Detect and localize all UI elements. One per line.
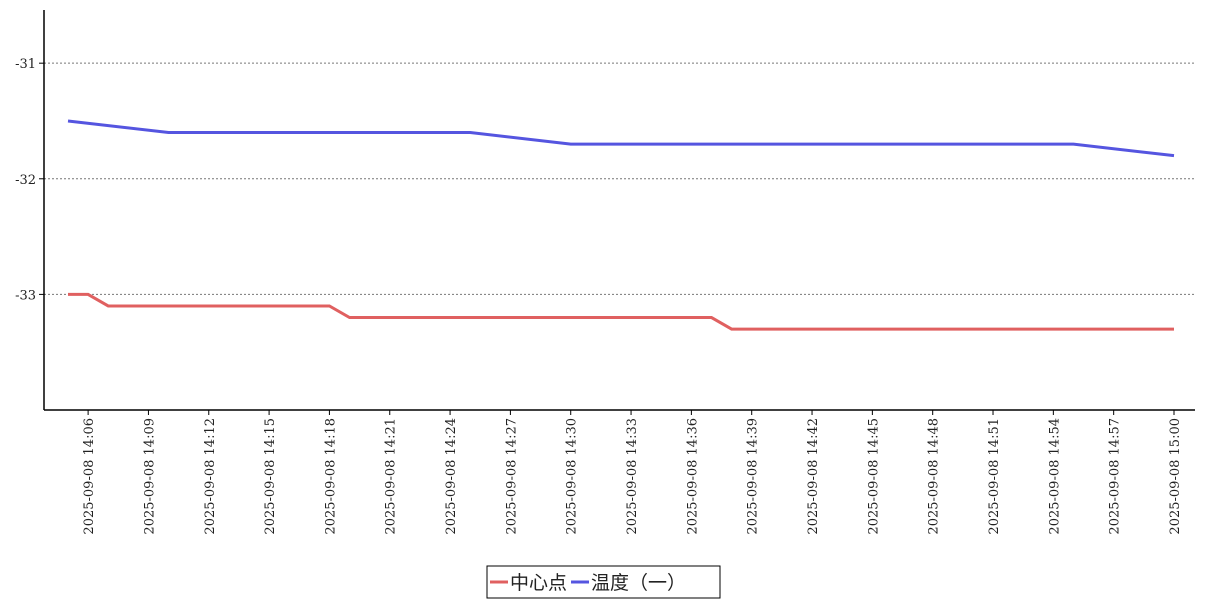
x-tick-label: 2025-09-08 14:51 bbox=[987, 418, 1002, 535]
y-tick-label: -31 bbox=[15, 57, 36, 72]
x-tick-label: 2025-09-08 14:12 bbox=[203, 418, 218, 535]
legend-label: 温度（一） bbox=[591, 572, 686, 594]
legend-label: 中心点 bbox=[510, 572, 567, 594]
line-series bbox=[67, 119, 1175, 158]
x-tick-label: 2025-09-08 14:18 bbox=[323, 418, 338, 535]
x-tick-label: 2025-09-08 14:30 bbox=[565, 418, 580, 535]
x-tick-label: 2025-09-08 14:33 bbox=[625, 418, 640, 535]
x-tick-label: 2025-09-08 14:15 bbox=[263, 418, 278, 535]
x-tick-label: 2025-09-08 14:48 bbox=[927, 418, 942, 535]
x-tick-label: 2025-09-08 15:00 bbox=[1168, 418, 1183, 535]
x-tick-label: 2025-09-08 14:27 bbox=[504, 418, 519, 535]
y-tick-label: -33 bbox=[15, 288, 36, 303]
x-tick-label: 2025-09-08 14:54 bbox=[1047, 418, 1062, 535]
x-tick-label: 2025-09-08 14:21 bbox=[384, 418, 399, 535]
x-tick-label: 2025-09-08 14:09 bbox=[142, 418, 157, 535]
x-tick-label: 2025-09-08 14:24 bbox=[444, 418, 459, 535]
legend-box bbox=[486, 565, 721, 599]
x-tick-label: 2025-09-08 14:45 bbox=[866, 418, 881, 535]
x-tick-label: 2025-09-08 14:06 bbox=[82, 418, 97, 535]
x-tick-label: 2025-09-08 14:57 bbox=[1108, 418, 1123, 535]
x-tick-label: 2025-09-08 14:39 bbox=[746, 418, 761, 535]
line-series bbox=[68, 292, 1174, 331]
y-tick-label: -32 bbox=[15, 173, 36, 188]
x-tick-label: 2025-09-08 14:36 bbox=[685, 418, 700, 535]
x-tick-label: 2025-09-08 14:42 bbox=[806, 418, 821, 535]
